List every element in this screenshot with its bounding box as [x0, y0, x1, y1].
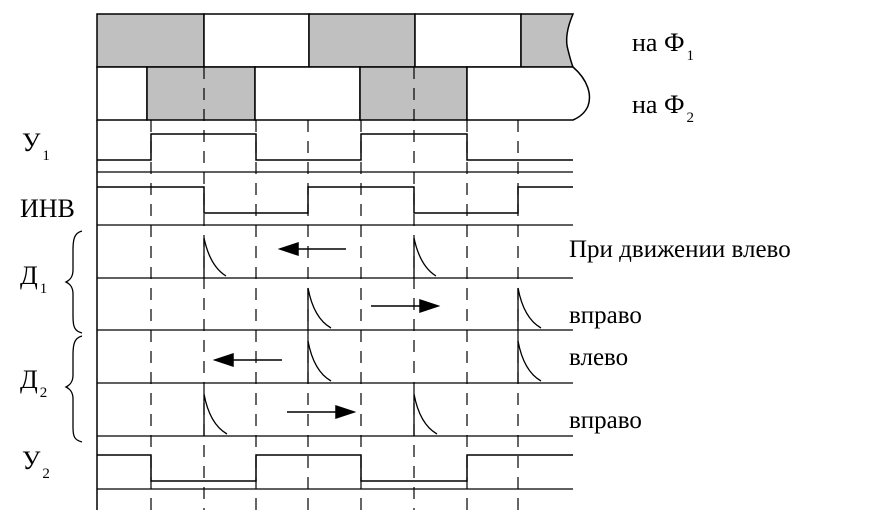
row-baselines: [97, 171, 573, 490]
pulse-spike: [307, 287, 332, 330]
phase1-shaded-segment: [308, 13, 416, 68]
waveform-inv: [97, 186, 573, 214]
pulse-spike: [203, 237, 227, 278]
arrow-left-icon: [212, 352, 234, 368]
phase2-clear-segment: [96, 66, 148, 121]
arrow-right-icon: [335, 404, 357, 420]
brace-d2: [64, 335, 83, 443]
pulse-spike: [413, 393, 438, 436]
d1-left-pulses: [203, 237, 437, 278]
pulse-spike: [203, 393, 228, 436]
phase1-shaded-segment: [96, 13, 205, 68]
phase-strip-2: [96, 66, 591, 121]
pulse-spike: [413, 237, 437, 278]
phase1-clear-segment: [203, 13, 310, 68]
d2-left-pulses: [307, 340, 542, 383]
pulse-spike: [517, 287, 542, 330]
d1-right-pulses: [307, 287, 542, 330]
phase2-clear-segment-torn: [466, 66, 591, 121]
direction-arrows: [212, 241, 441, 420]
pulse-spike: [307, 340, 332, 383]
phase2-clear-segment: [254, 66, 361, 121]
direction-label-d2-right: вправо: [569, 407, 642, 434]
pulse-spike: [517, 340, 542, 383]
time-markers: [150, 67, 519, 510]
waveform-u2: [97, 454, 573, 482]
d2-right-pulses: [203, 393, 438, 436]
waveform-u1: [97, 133, 573, 161]
arrow-right-icon: [419, 298, 441, 314]
signal-label-inv: ИНВ: [20, 194, 75, 223]
braces: [64, 230, 83, 443]
direction-label-d1-left: При движении влево: [569, 236, 791, 263]
phase2-shaded-segment: [146, 66, 256, 121]
direction-label-d2-left: влево: [569, 344, 629, 371]
arrow-left-icon: [277, 241, 299, 257]
direction-label-d1-right: вправо: [569, 302, 642, 329]
brace-d1: [64, 230, 83, 334]
phase1-shaded-segment-torn: [520, 13, 575, 68]
phase1-clear-segment: [414, 13, 522, 68]
phase-strip-1: [96, 13, 575, 68]
